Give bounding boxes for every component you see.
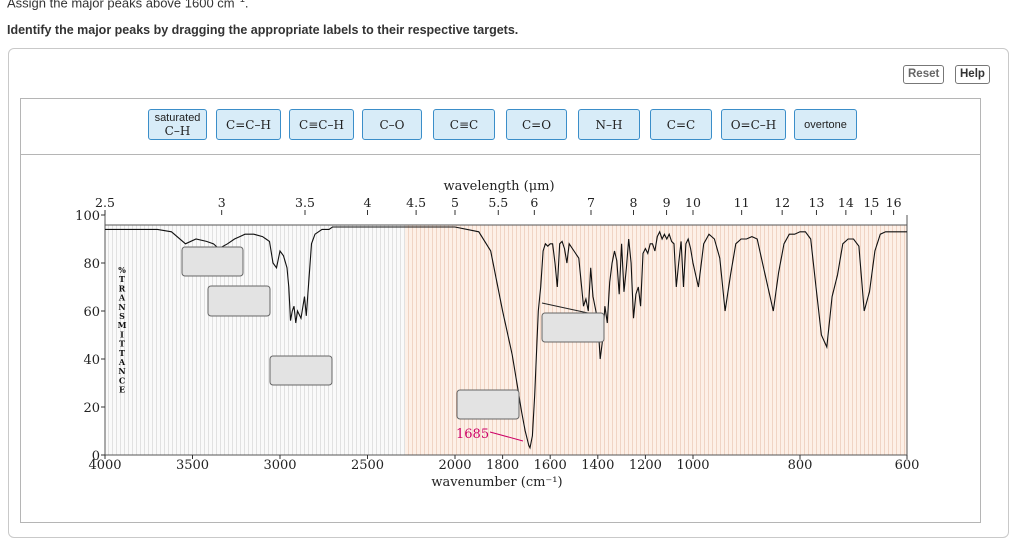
label-overtone[interactable]: overtone	[794, 109, 857, 140]
label-text: C≡C	[449, 117, 479, 132]
drop-target-5[interactable]	[541, 312, 605, 343]
help-button[interactable]: Help	[955, 65, 990, 84]
label-tray: saturated C–H C=C–H C≡C–H C–O C≡C C=O N–H…	[21, 99, 980, 155]
drop-target-1[interactable]	[181, 246, 244, 277]
drop-targets	[181, 246, 605, 420]
label-c-o[interactable]: C–O	[362, 109, 422, 140]
label-text: C=C–H	[226, 117, 271, 132]
label-text: N–H	[595, 117, 623, 132]
label-text: C–O	[379, 117, 405, 132]
label-text: C≡C–H	[299, 117, 344, 132]
label-n-h[interactable]: N–H	[578, 109, 640, 140]
label-c-triple-c[interactable]: C≡C	[433, 109, 495, 140]
label-text: C–H	[164, 123, 191, 138]
label-saturated-ch[interactable]: saturated C–H	[148, 109, 207, 140]
label-text: C=O	[521, 117, 552, 132]
prompt-text: Assign the major peaks above 1600 cm−1.	[7, 0, 249, 11]
label-c-double-c[interactable]: C=C	[650, 109, 712, 140]
label-aldehyde-ch[interactable]: O=C–H	[721, 109, 786, 140]
instructions-text: Identify the major peaks by dragging the…	[7, 23, 519, 37]
drop-target-2[interactable]	[207, 285, 271, 317]
label-text: O=C–H	[730, 117, 777, 132]
drop-target-3[interactable]	[269, 355, 333, 386]
label-alkyne-ch[interactable]: C≡C–H	[289, 109, 354, 140]
label-c-double-o[interactable]: C=O	[506, 109, 567, 140]
label-alkene-ch[interactable]: C=C–H	[216, 109, 281, 140]
drag-drop-workspace: saturated C–H C=C–H C≡C–H C–O C≡C C=O N–H…	[20, 98, 981, 523]
drop-target-4[interactable]	[456, 389, 520, 420]
label-text: C=C	[666, 117, 696, 132]
reset-button[interactable]: Reset	[903, 65, 945, 84]
label-text: overtone	[804, 118, 847, 131]
label-text: saturated	[154, 111, 201, 124]
